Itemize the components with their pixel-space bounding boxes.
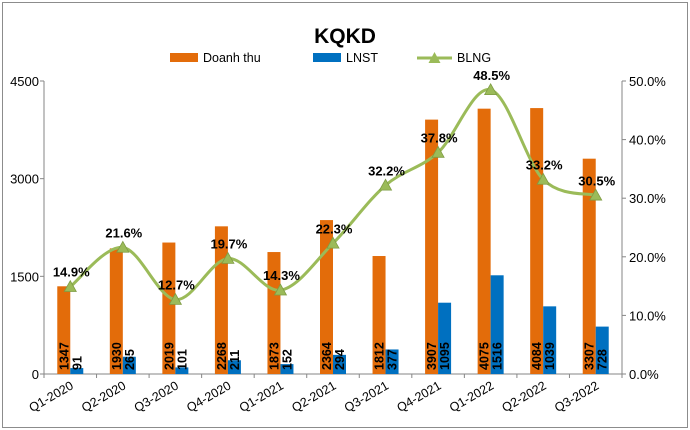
legend-label-revenue: Doanh thu [203, 51, 261, 65]
x-tick-label: Q3-2021 [342, 378, 391, 414]
profit-value-label: 294 [333, 349, 347, 370]
right-tick-label: 10.0% [629, 308, 666, 323]
profit-bar [333, 354, 346, 374]
right-tick-label: 20.0% [629, 250, 666, 265]
profit-value-label: 91 [70, 356, 84, 370]
profit-value-label: 1516 [491, 342, 505, 370]
legend: Doanh thu LNST BLNG [170, 51, 491, 65]
blng-marker [168, 292, 183, 305]
profit-value-label: 1095 [438, 342, 452, 370]
revenue-bar [372, 256, 386, 374]
profit-value-label: 211 [228, 350, 242, 370]
blng-marker [483, 82, 498, 95]
blng-line-series [63, 82, 603, 305]
blng-line [69, 88, 597, 302]
blng-marker [326, 236, 340, 249]
blng-value-label: 14.3% [263, 268, 300, 283]
legend-swatch-revenue [170, 53, 198, 62]
revenue-value-label: 4075 [478, 342, 492, 370]
revenue-value-label: 2268 [215, 342, 229, 370]
right-tick-label: 40.0% [629, 133, 666, 148]
revenue-value-label: 1812 [373, 342, 387, 370]
legend-label-blng: BLNG [457, 51, 491, 65]
blng-value-label: 37.8% [421, 130, 458, 145]
x-tick-label: Q1-2021 [237, 378, 286, 414]
revenue-bar [530, 108, 544, 375]
revenue-value-label: 4084 [530, 342, 544, 370]
legend-label-profit: LNST [346, 51, 378, 65]
x-tick-label: Q3-2022 [552, 378, 601, 414]
left-tick-label: 4500 [10, 74, 39, 89]
profit-value-label: 265 [123, 349, 137, 370]
profit-bar [280, 364, 294, 374]
profit-bar [122, 356, 136, 374]
blng-value-label: 12.7% [158, 278, 195, 293]
revenue-value-label: 1347 [57, 342, 71, 370]
revenue-value-label: 2364 [320, 342, 334, 370]
blng-value-label: 19.7% [210, 237, 247, 252]
left-tick-label: 0 [32, 367, 39, 382]
revenue-bar [477, 108, 491, 374]
revenue-bar [267, 252, 281, 374]
right-tick-label: 30.0% [629, 191, 666, 206]
chart-title: KQKD [314, 25, 376, 48]
revenue-bar [582, 158, 596, 374]
left-tick-label: 1500 [10, 269, 39, 284]
right-tick-label: 0.0% [629, 367, 659, 382]
profit-bar [385, 349, 399, 374]
revenue-value-label: 1873 [267, 342, 281, 370]
x-tick-label: Q4-2020 [184, 378, 233, 414]
profit-value-label: 1039 [543, 342, 557, 370]
profit-value-label: 728 [596, 349, 610, 370]
blng-value-label: 21.6% [105, 225, 142, 240]
profit-value-label: 377 [386, 349, 400, 370]
blng-marker [221, 251, 235, 264]
blng-value-label: 14.9% [53, 265, 90, 280]
legend-swatch-profit [313, 53, 341, 62]
profit-bar [438, 302, 452, 374]
legend-marker-blng [428, 52, 441, 63]
x-tick-label: Q2-2022 [500, 378, 549, 414]
profit-bar [490, 275, 504, 374]
blng-value-label: 48.5% [473, 68, 510, 83]
blng-marker [378, 178, 393, 191]
revenue-value-label: 1930 [110, 342, 124, 370]
x-tick-label: Q3-2020 [132, 378, 181, 414]
x-tick-label: Q2-2020 [79, 378, 128, 414]
blng-marker [589, 188, 603, 201]
revenue-value-label: 3307 [583, 342, 597, 370]
x-tick-label: Q1-2020 [27, 378, 76, 414]
revenue-value-label: 2019 [162, 342, 176, 370]
profit-bar [595, 326, 609, 374]
right-tick-label: 50.0% [629, 74, 666, 89]
blng-marker [63, 279, 77, 292]
blng-marker [536, 172, 550, 185]
x-tick-label: Q4-2021 [394, 378, 443, 414]
profit-bar [175, 367, 189, 374]
revenue-bar [57, 286, 71, 374]
revenue-bar [109, 248, 123, 374]
profit-bar [543, 306, 557, 374]
blng-value-label: 32.2% [368, 163, 405, 178]
revenue-bar [425, 119, 439, 374]
revenue-bar [320, 220, 333, 374]
blng-value-label: 33.2% [526, 157, 563, 172]
revenue-bar [162, 242, 176, 374]
blng-value-label: 22.3% [316, 221, 353, 236]
profit-bar [227, 360, 241, 374]
revenue-value-label: 3907 [425, 342, 439, 370]
profit-value-label: 101 [175, 349, 189, 370]
x-tick-label: Q1-2022 [447, 378, 496, 414]
profit-value-label: 152 [280, 349, 294, 370]
left-tick-label: 3000 [10, 172, 39, 187]
x-tick-label: Q2-2021 [289, 378, 338, 414]
blng-marker [273, 283, 288, 296]
profit-bar [70, 368, 84, 374]
blng-marker [431, 145, 445, 158]
blng-marker [116, 240, 130, 253]
blng-value-label: 30.5% [578, 173, 615, 188]
